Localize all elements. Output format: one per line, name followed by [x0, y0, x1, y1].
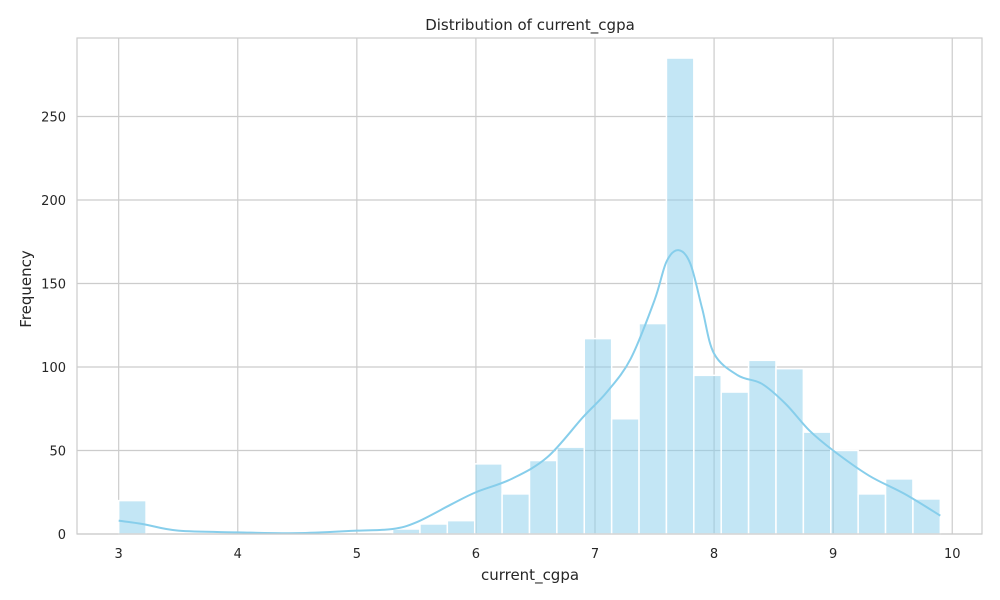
histogram-bar — [802, 431, 832, 535]
x-tick-label: 6 — [472, 547, 480, 562]
histogram-bar — [419, 523, 449, 535]
x-tick-labels: 3 4 5 6 7 8 9 10 — [115, 547, 961, 562]
x-tick-label: 5 — [353, 547, 361, 562]
histogram-bar — [391, 528, 421, 535]
histogram-bar — [747, 359, 777, 535]
histogram-bar — [665, 57, 695, 535]
histogram-bar — [117, 499, 147, 535]
histogram-bar — [638, 322, 668, 535]
histogram-bar — [857, 493, 887, 535]
histogram-bar — [775, 367, 805, 535]
x-axis-label: current_cgpa — [481, 566, 579, 585]
histogram-bar — [583, 337, 613, 535]
x-tick-label: 10 — [944, 547, 961, 562]
histogram-bar — [446, 519, 476, 535]
histogram-bar — [473, 463, 503, 535]
y-tick-label: 50 — [49, 444, 66, 459]
histogram-bar — [556, 446, 586, 535]
histogram-bar — [693, 374, 722, 535]
histogram-bar — [830, 449, 859, 535]
plot-frame — [76, 37, 983, 535]
y-tick-label: 250 — [41, 110, 66, 125]
kde-curve — [118, 249, 941, 535]
y-tick-label: 0 — [58, 528, 66, 543]
x-tick-label: 8 — [710, 547, 718, 562]
y-tick-label: 100 — [41, 361, 66, 376]
x-tick-label: 7 — [591, 547, 599, 562]
histogram-bar — [528, 459, 558, 535]
y-axis-label: Frequency — [17, 250, 35, 328]
y-tick-label: 200 — [41, 194, 66, 209]
y-tick-label: 150 — [41, 277, 66, 292]
y-tick-labels: 0 50 100 150 200 250 — [41, 110, 66, 543]
histogram-bar — [610, 418, 640, 535]
x-tick-label: 9 — [829, 547, 837, 562]
chart-title: Distribution of current_cgpa — [425, 16, 635, 35]
histogram-bars — [117, 57, 942, 535]
x-tick-label: 4 — [234, 547, 242, 562]
histogram-bar — [720, 391, 750, 535]
x-tick-label: 3 — [115, 547, 123, 562]
histogram-bar — [912, 498, 942, 535]
histogram-bar — [501, 493, 531, 535]
